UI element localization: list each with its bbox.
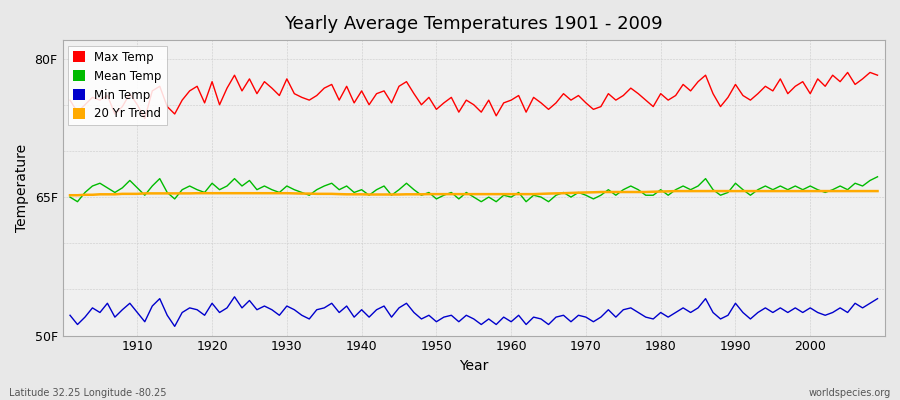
Legend: Max Temp, Mean Temp, Min Temp, 20 Yr Trend: Max Temp, Mean Temp, Min Temp, 20 Yr Tre… [68, 46, 166, 125]
Text: worldspecies.org: worldspecies.org [809, 388, 891, 398]
Text: Latitude 32.25 Longitude -80.25: Latitude 32.25 Longitude -80.25 [9, 388, 166, 398]
Title: Yearly Average Temperatures 1901 - 2009: Yearly Average Temperatures 1901 - 2009 [284, 15, 663, 33]
Y-axis label: Temperature: Temperature [15, 144, 29, 232]
X-axis label: Year: Year [459, 359, 489, 373]
